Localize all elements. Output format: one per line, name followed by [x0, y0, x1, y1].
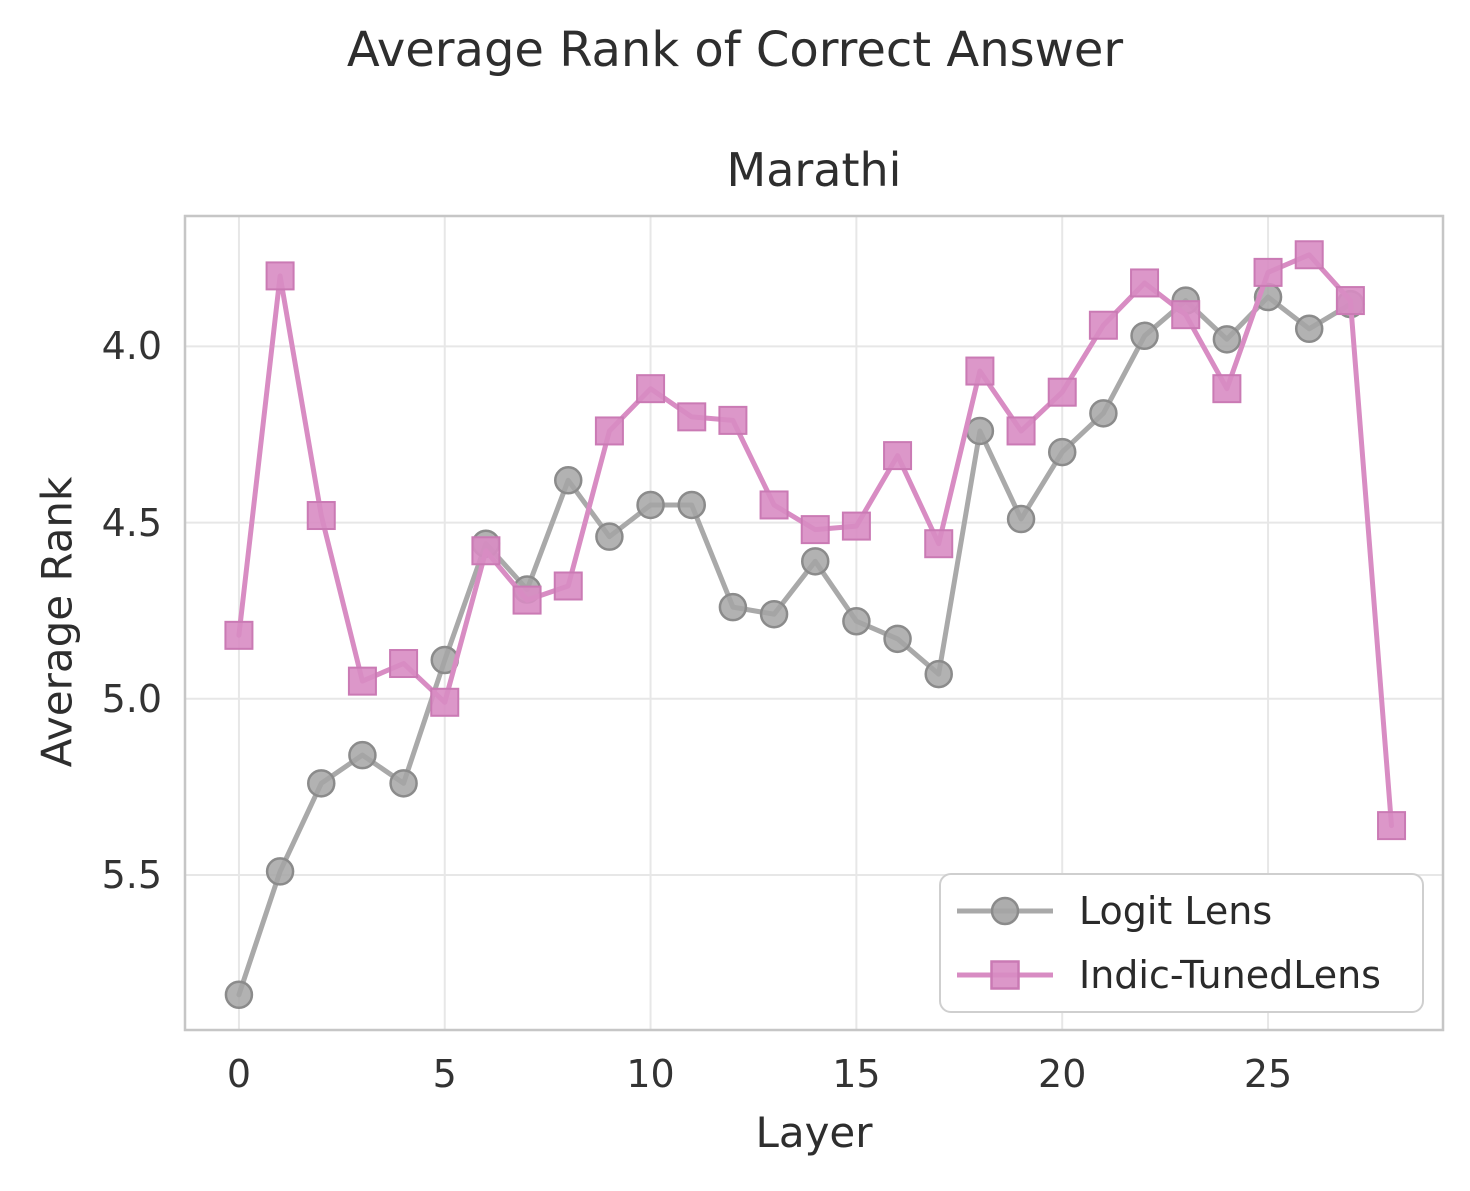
data-point-marker-square [430, 687, 460, 717]
x-tick-label: 10 [626, 1052, 675, 1096]
y-tick-label: 5.5 [101, 852, 162, 897]
figure-title: Average Rank of Correct Answer [346, 22, 1124, 78]
data-point-marker-circle [636, 490, 665, 520]
data-point-marker-square [1006, 416, 1036, 446]
x-tick-label: 5 [432, 1052, 457, 1096]
data-point-marker-circle [718, 592, 748, 622]
data-point-marker-square [800, 515, 830, 545]
data-point-marker-square [1335, 286, 1365, 316]
data-point-marker-circle [883, 624, 912, 654]
axes-spines [183, 214, 1445, 1032]
y-axis-label: Average Rank [32, 476, 82, 768]
x-axis-label: Layer [755, 1108, 873, 1157]
x-tick-label: 15 [832, 1052, 881, 1096]
data-point-marker-square [1294, 240, 1324, 270]
data-point-marker-square [883, 441, 913, 471]
data-point-marker-circle [224, 980, 254, 1010]
data-point-marker-circle [842, 606, 871, 636]
x-tick-label: 25 [1243, 1052, 1293, 1096]
data-point-marker-circle [924, 659, 953, 689]
data-point-marker-square [1253, 257, 1283, 287]
data-point-marker-circle [1130, 321, 1159, 351]
legend: Logit Lens Indic-TunedLens [939, 873, 1424, 1013]
legend-sample-marker [990, 960, 1020, 990]
data-point-marker-circle [1294, 314, 1324, 344]
data-point-marker-circle [1006, 504, 1036, 534]
legend-item-logit-lens: Logit Lens [955, 881, 1422, 941]
data-point-marker-circle [677, 490, 706, 520]
data-point-marker-square [924, 529, 954, 559]
legend-item-indic-tunedlens: Indic-TunedLens [955, 945, 1422, 1005]
axes-title: Marathi [726, 143, 902, 197]
data-point-marker-square [224, 620, 254, 650]
data-point-marker-circle [1047, 437, 1077, 467]
data-point-marker-circle [965, 416, 995, 446]
series-line-logit-lens [236, 294, 1353, 998]
data-point-marker-square [1377, 811, 1407, 841]
data-point-marker-circle [307, 769, 336, 798]
x-tick-label: 0 [226, 1052, 252, 1096]
data-point-marker-square [306, 501, 336, 531]
y-tick-label: 4.5 [101, 500, 162, 545]
data-point-marker-square [1088, 310, 1118, 340]
y-tick-label: 4.0 [101, 324, 162, 369]
legend-label: Logit Lens [1079, 889, 1273, 933]
legend-swatch-circle-icon [957, 896, 1053, 926]
legend-label: Indic-TunedLens [1079, 953, 1381, 997]
data-point-marker-square [1171, 300, 1201, 330]
data-point-marker-square [512, 585, 542, 615]
data-point-marker-circle [759, 599, 789, 629]
legend-swatch-square-icon [957, 960, 1053, 990]
data-point-marker-circle [348, 740, 377, 770]
y-tick-label: 5.0 [101, 676, 162, 721]
data-point-marker-circle [1212, 325, 1242, 354]
data-point-marker-square [677, 402, 707, 432]
data-point-marker-square [389, 649, 419, 679]
data-point-marker-circle [595, 522, 624, 551]
data-point-marker-square [1130, 268, 1160, 298]
data-point-marker-circle [265, 857, 295, 886]
data-point-marker-square [1047, 377, 1077, 407]
data-point-marker-circle [389, 769, 418, 798]
data-point-marker-square [759, 490, 789, 520]
data-point-marker-square [471, 536, 501, 566]
data-point-marker-square [265, 261, 295, 291]
legend-sample-marker [990, 896, 1020, 926]
data-point-marker-square [594, 416, 624, 446]
data-point-marker-square [636, 374, 666, 404]
data-point-marker-square [841, 511, 871, 541]
data-point-marker-square [1212, 374, 1242, 404]
data-point-marker-square [965, 356, 995, 386]
data-point-marker-circle [553, 466, 583, 495]
data-point-marker-square [718, 405, 748, 435]
data-point-marker-square [553, 571, 583, 601]
data-point-marker-circle [800, 547, 830, 576]
data-point-marker-square [347, 666, 377, 696]
data-point-marker-circle [1089, 399, 1118, 428]
x-tick-label: 20 [1038, 1052, 1087, 1096]
